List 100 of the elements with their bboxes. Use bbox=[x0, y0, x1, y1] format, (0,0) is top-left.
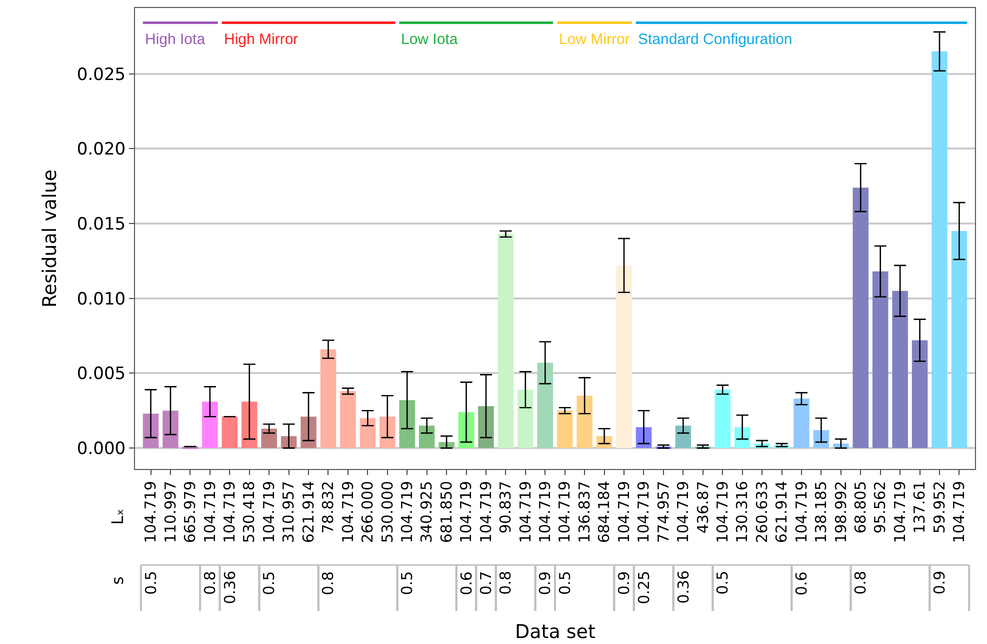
x-tick-label: 774.957 bbox=[654, 481, 672, 544]
text: 0.5 bbox=[556, 571, 574, 595]
x-tick-label: 59.952 bbox=[930, 481, 948, 534]
bar bbox=[616, 265, 632, 448]
bar bbox=[794, 398, 810, 448]
bar bbox=[675, 426, 692, 448]
x-tick-label: 104.719 bbox=[142, 481, 160, 544]
text: 0.9 bbox=[615, 571, 634, 596]
x-tick-label: 104.719 bbox=[536, 481, 554, 544]
bar bbox=[418, 426, 435, 448]
text: 0.8 bbox=[200, 571, 219, 595]
text: 0.36 bbox=[674, 570, 693, 604]
x-tick-label: 110.997 bbox=[161, 481, 180, 544]
text: Lₓ bbox=[108, 508, 127, 525]
x-tick-label: 104.719 bbox=[950, 481, 968, 544]
x-tick-label: 90.837 bbox=[496, 481, 515, 534]
bar bbox=[360, 418, 376, 448]
y-tick-label: 0.025 bbox=[76, 64, 126, 85]
x-tick-label: 665.979 bbox=[181, 481, 200, 544]
x-tick-label: 104.719 bbox=[516, 481, 534, 544]
x-tick-label: 104.719 bbox=[614, 481, 633, 544]
x-tick-label: 95.562 bbox=[871, 481, 890, 534]
text: 0.5 bbox=[260, 571, 278, 596]
bar bbox=[380, 416, 396, 448]
y-tick-label: 0.005 bbox=[76, 364, 126, 384]
text: 0.5 bbox=[142, 570, 160, 595]
x-tick-label: 436.87 bbox=[694, 481, 712, 534]
x-tick-label: 260.633 bbox=[752, 481, 771, 544]
x-tick-label: 78.832 bbox=[319, 481, 338, 534]
bar bbox=[320, 349, 336, 448]
bar bbox=[142, 414, 159, 448]
text: 0.36 bbox=[221, 570, 240, 604]
x-tick-label: 104.719 bbox=[220, 481, 239, 544]
bar bbox=[222, 416, 238, 448]
text: 0.25 bbox=[635, 570, 654, 604]
x-tick-label: 104.719 bbox=[890, 481, 909, 544]
x-tick-label: 530.000 bbox=[378, 481, 396, 544]
bar bbox=[241, 402, 258, 448]
x-tick-label: 104.719 bbox=[476, 481, 495, 544]
bar bbox=[518, 390, 534, 448]
bar bbox=[399, 400, 415, 448]
x-tick-label: 68.805 bbox=[852, 481, 870, 534]
y-tick-label: 0.010 bbox=[76, 289, 126, 310]
y-axis-title: Residual value bbox=[38, 169, 61, 308]
bar bbox=[202, 402, 218, 448]
annotation: Low Iota bbox=[401, 31, 458, 48]
x-tick-label: 104.719 bbox=[674, 481, 692, 544]
text: 0.7 bbox=[476, 571, 495, 595]
bar bbox=[261, 428, 277, 448]
text: 0.9 bbox=[930, 570, 949, 595]
x-tick-label: 310.957 bbox=[280, 481, 298, 544]
bar bbox=[932, 51, 948, 448]
x-tick-label: 530.418 bbox=[240, 481, 258, 544]
x-tick-label: 198.992 bbox=[832, 481, 850, 544]
x-tick-label: 681.850 bbox=[437, 481, 456, 544]
bar bbox=[556, 410, 573, 448]
bar bbox=[852, 188, 869, 448]
x-tick-label: 130.316 bbox=[733, 481, 752, 544]
text: 0.6 bbox=[457, 571, 476, 596]
bar bbox=[872, 271, 888, 448]
bar bbox=[162, 410, 178, 448]
bar bbox=[537, 362, 554, 448]
x-tick-label: 104.719 bbox=[457, 481, 476, 544]
text: 0.9 bbox=[536, 571, 554, 596]
annotation: Standard Configuration bbox=[638, 31, 792, 48]
x-tick-label: 266.000 bbox=[358, 481, 377, 544]
text: 0.8 bbox=[319, 571, 338, 596]
x-tick-label: 104.719 bbox=[634, 481, 653, 544]
bar bbox=[478, 406, 494, 448]
bar bbox=[498, 234, 514, 448]
bar bbox=[892, 290, 908, 448]
text: 0.8 bbox=[496, 570, 515, 595]
y-tick-label: 0.000 bbox=[76, 439, 126, 459]
x-tick-label: 104.719 bbox=[556, 481, 574, 544]
annotation: High Iota bbox=[145, 31, 206, 48]
x-tick-label: 138.185 bbox=[812, 481, 830, 544]
x-tick-label: 104.719 bbox=[260, 481, 278, 544]
bar bbox=[951, 231, 968, 448]
text: 0.5 bbox=[714, 570, 732, 595]
annotation: Low Mirror bbox=[559, 31, 630, 48]
x-tick-label: 137.61 bbox=[910, 481, 929, 534]
text: 0.8 bbox=[852, 570, 870, 595]
x-tick-label: 684.184 bbox=[595, 481, 614, 544]
x-tick-label: 104.719 bbox=[792, 481, 810, 544]
bar bbox=[300, 416, 316, 448]
text: s bbox=[108, 576, 127, 585]
x-tick-label: 104.719 bbox=[398, 481, 416, 544]
bar bbox=[340, 391, 356, 448]
x-tick-label: 621.914 bbox=[772, 481, 791, 544]
x-axis-title: Data set bbox=[515, 621, 596, 643]
bar bbox=[714, 390, 730, 448]
bar bbox=[912, 340, 928, 448]
x-tick-label: 104.719 bbox=[200, 481, 219, 544]
x-tick-label: 104.719 bbox=[338, 481, 357, 544]
bar bbox=[576, 396, 592, 448]
text: 0.5 bbox=[398, 571, 416, 596]
x-tick-label: 621.914 bbox=[299, 481, 318, 544]
bar bbox=[734, 427, 750, 448]
text: 0.6 bbox=[792, 572, 810, 596]
y-tick-label: 0.020 bbox=[76, 140, 126, 160]
